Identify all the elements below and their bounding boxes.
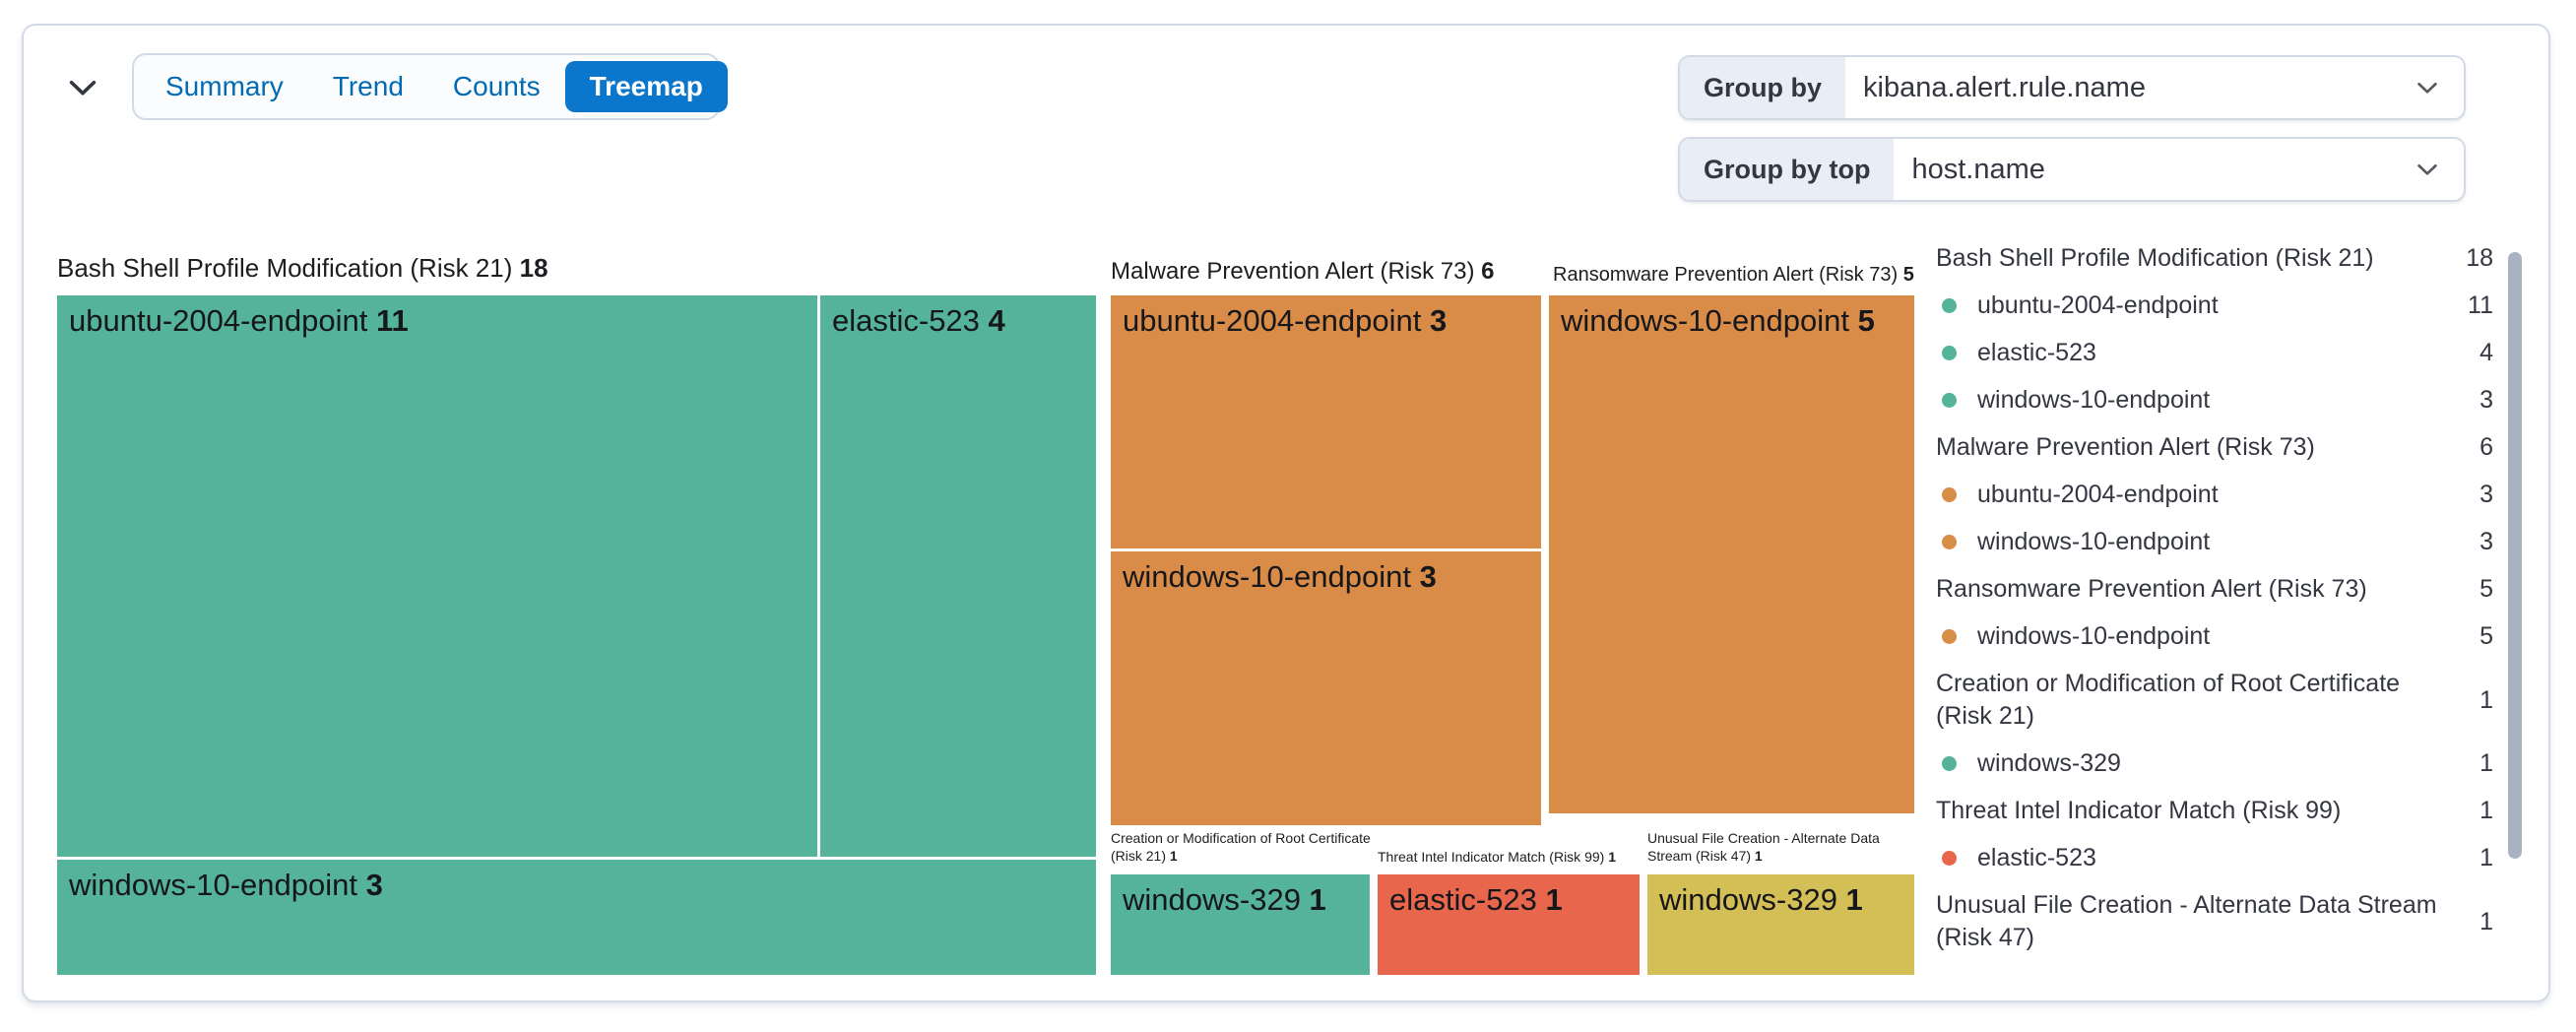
legend-dot-icon	[1942, 851, 1957, 866]
legend-item[interactable]: windows-10-endpoint 3	[1936, 526, 2493, 558]
group-by-value: kibana.alert.rule.name	[1863, 71, 2146, 103]
chevron-down-icon	[64, 69, 101, 109]
legend-item[interactable]: ubuntu-2004-endpoint 3	[1936, 479, 2493, 511]
collapse-panel-button[interactable]	[61, 67, 104, 110]
legend: Bash Shell Profile Modification (Risk 21…	[1936, 242, 2493, 969]
tab-treemap[interactable]: Treemap	[564, 61, 728, 112]
treemap-tile[interactable]: windows-329 1	[1647, 874, 1914, 975]
treemap-tile[interactable]: ubuntu-2004-endpoint 11	[57, 295, 817, 857]
treemap-tile[interactable]: windows-10-endpoint 5	[1549, 295, 1914, 813]
legend-dot-icon	[1942, 393, 1957, 408]
legend-item[interactable]: windows-329 1	[1936, 747, 2493, 780]
legend-item[interactable]: windows-10-endpoint 5	[1936, 620, 2493, 653]
tab-summary[interactable]: Summary	[141, 61, 308, 112]
group-by-top-select[interactable]: Group by top host.name	[1678, 137, 2466, 202]
legend-dot-icon	[1942, 535, 1957, 549]
treemap-tile[interactable]: elastic-523 1	[1378, 874, 1640, 975]
legend-item[interactable]: elastic-523 1	[1936, 842, 2493, 874]
view-tab-group: Summary Trend Counts Treemap	[132, 53, 728, 120]
legend-dot-icon	[1942, 346, 1957, 360]
chevron-down-icon	[2413, 139, 2464, 200]
treemap-tile[interactable]: ubuntu-2004-endpoint 3	[1111, 295, 1541, 548]
group-by-label: Group by	[1680, 57, 1845, 118]
treemap-tile[interactable]: windows-10-endpoint 3	[57, 860, 1096, 975]
legend-item[interactable]: windows-10-endpoint 3	[1936, 384, 2493, 417]
group-by-top-label: Group by top	[1680, 139, 1895, 200]
legend-dot-icon	[1942, 756, 1957, 771]
legend-dot-icon	[1942, 298, 1957, 313]
group-by-top-value: host.name	[1911, 153, 2045, 185]
treemap-tile[interactable]: windows-329 1	[1111, 874, 1370, 975]
legend-group-title[interactable]: Creation or Modification of Root Certifi…	[1936, 670, 2493, 730]
legend-dot-icon	[1942, 487, 1957, 502]
group-by-select[interactable]: Group by kibana.alert.rule.name	[1678, 55, 2466, 120]
legend-group-title[interactable]: Threat Intel Indicator Match (Risk 99) 1	[1936, 797, 2493, 824]
legend-dot-icon	[1942, 629, 1957, 644]
legend-group-title[interactable]: Unusual File Creation - Alternate Data S…	[1936, 891, 2493, 951]
treemap-tile[interactable]: elastic-523 4	[820, 295, 1096, 857]
tab-counts[interactable]: Counts	[428, 61, 565, 112]
legend-item[interactable]: elastic-523 4	[1936, 337, 2493, 369]
legend-group-title[interactable]: Ransomware Prevention Alert (Risk 73) 5	[1936, 575, 2493, 603]
legend-group-title[interactable]: Malware Prevention Alert (Risk 73) 6	[1936, 433, 2493, 461]
tab-trend[interactable]: Trend	[308, 61, 428, 112]
legend-item[interactable]: ubuntu-2004-endpoint 11	[1936, 290, 2493, 322]
legend-scrollbar-thumb[interactable]	[2508, 252, 2522, 859]
legend-group-title[interactable]: Bash Shell Profile Modification (Risk 21…	[1936, 244, 2493, 272]
chevron-down-icon	[2413, 57, 2464, 118]
treemap-tile[interactable]: windows-10-endpoint 3	[1111, 551, 1541, 825]
